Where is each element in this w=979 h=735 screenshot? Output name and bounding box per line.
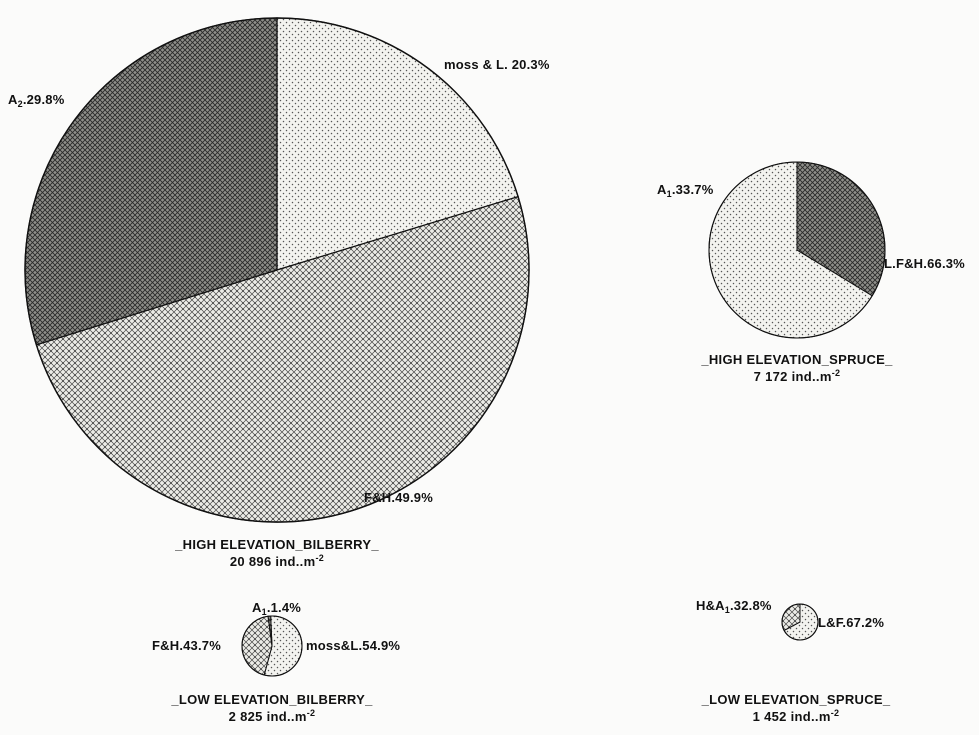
slice-label-f-h: F&H.49.9%	[364, 490, 433, 505]
chart-title-low-spruce: _LOW ELEVATION_SPRUCE_	[701, 692, 891, 707]
slice-label-a2: A2.29.8%	[8, 92, 65, 109]
slice-label-moss-l: moss & L. 20.3%	[444, 57, 550, 72]
pie-outline-1	[24, 17, 530, 523]
density-exponent: -2	[832, 368, 841, 378]
slice-label-l-f: L&F.67.2%	[818, 615, 884, 630]
chart-title-high-spruce: _HIGH ELEVATION_SPRUCE_	[700, 352, 893, 367]
chart-subtitle-high-bilberry: 20 896 ind..m-2	[230, 553, 324, 569]
density-value: 7 172 ind..m	[754, 369, 832, 384]
density-value: 1 452 ind..m	[753, 709, 831, 724]
pie-high-elevation-spruce	[708, 161, 886, 339]
slice-label-l-f-h: L.F&H.66.3%	[884, 256, 965, 271]
pie-outline-4	[781, 603, 819, 641]
slice-label-moss-l-low-bilberry: moss&L.54.9%	[306, 638, 400, 653]
chart-title-high-bilberry: _HIGH ELEVATION_BILBERRY_	[174, 537, 379, 552]
density-value: 2 825 ind..m	[229, 709, 307, 724]
density-exponent: -2	[307, 708, 316, 718]
chart-subtitle-low-spruce: 1 452 ind..m-2	[753, 708, 840, 724]
density-exponent: -2	[315, 553, 324, 563]
pie-low-elevation-spruce	[781, 603, 819, 641]
slice-label-h-a1: H&A1.32.8%	[696, 598, 772, 615]
slice-label-f-h-low-bilberry: F&H.43.7%	[152, 638, 221, 653]
pie-outline-3	[241, 615, 303, 677]
chart-subtitle-low-bilberry: 2 825 ind..m-2	[229, 708, 316, 724]
density-value: 20 896 ind..m	[230, 554, 316, 569]
slice-label-a1-low-bilberry: A1.1.4%	[252, 600, 301, 617]
chart-subtitle-high-spruce: 7 172 ind..m-2	[754, 368, 841, 384]
density-exponent: -2	[831, 708, 840, 718]
slice-label-a1: A1.33.7%	[657, 182, 714, 199]
pie-low-elevation-bilberry	[241, 615, 303, 677]
chart-title-low-bilberry: _LOW ELEVATION_BILBERRY_	[170, 692, 373, 707]
pie-high-elevation-bilberry	[24, 17, 530, 523]
pie-outline-2	[708, 161, 886, 339]
